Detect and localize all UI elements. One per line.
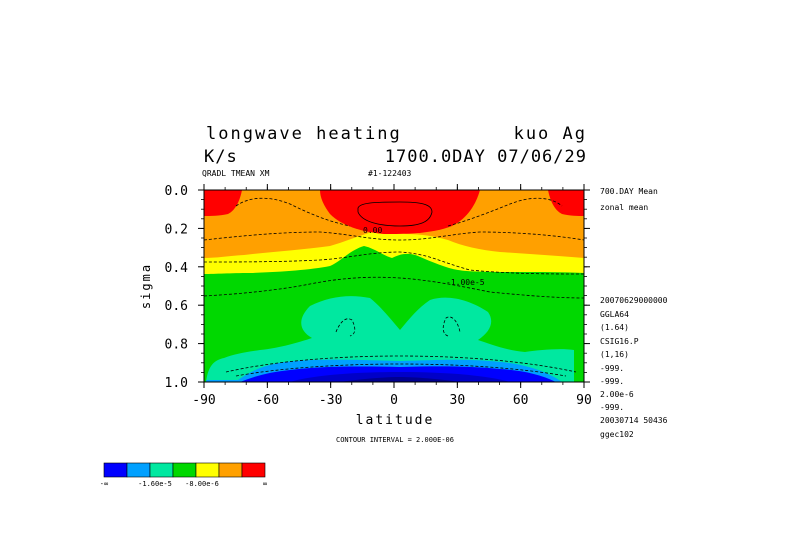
colorbar-swatch	[126, 462, 151, 478]
x-tick-label: -30	[319, 393, 342, 408]
subtitle-left: QRADL TMEAN XM	[202, 169, 270, 178]
right-info-line: GGLA64	[600, 310, 629, 319]
title-line1-left: longwave heating	[206, 124, 402, 144]
contour-lines-solid	[357, 201, 433, 227]
right-info-line: -999.	[600, 403, 624, 412]
title-line2-right: 1700.0DAY 07/06/29	[385, 147, 587, 167]
y-tick-label: 0.0	[165, 184, 188, 199]
right-info-line: 2.00e-6	[600, 390, 634, 399]
title-line1-right: kuo Ag	[514, 124, 587, 144]
y-tick-label: 0.2	[165, 222, 188, 237]
right-info-line: -999.	[600, 364, 624, 373]
right-info-line: ggec102	[600, 430, 634, 439]
right-info-line: 700.DAY Mean	[600, 187, 658, 196]
right-info-line: CSIG16.P	[600, 337, 639, 346]
contour-lines	[204, 197, 584, 377]
subtitle-right: #1-122403	[368, 169, 412, 178]
contour-label-1: -1.00e-5	[446, 278, 485, 287]
colorbar-swatch	[241, 462, 266, 478]
title-line2-left: K/s	[204, 147, 238, 167]
x-tick-label: 0	[390, 393, 398, 408]
x-tick-label: 90	[576, 393, 592, 408]
x-axis-label: latitude	[356, 413, 435, 428]
y-tick-label: 1.0	[165, 376, 188, 391]
y-axis-label: sigma	[139, 263, 153, 309]
x-tick-label: -60	[256, 393, 279, 408]
x-tick-label: 30	[450, 393, 466, 408]
colorbar-label: -∞	[100, 480, 108, 488]
colorbar-label: ∞	[263, 480, 267, 488]
band-navy	[340, 377, 460, 382]
colorbar-label: -8.00e-6	[185, 480, 219, 488]
colorbar-swatch	[218, 462, 243, 478]
right-info-line: (1.64)	[600, 323, 629, 332]
colorbar-swatch	[195, 462, 220, 478]
right-info-line: 20030714 50436	[600, 416, 668, 425]
right-info-line: 20070629000000	[600, 296, 668, 305]
band-red-left	[204, 190, 242, 216]
colorbar-swatch	[172, 462, 197, 478]
contour-label-0: 0.00	[363, 226, 382, 235]
contour-fill: 0.00 -1.00e-5	[204, 190, 584, 382]
right-info-line: -999.	[600, 377, 624, 386]
colorbar: -∞ -1.60e-5 -8.00e-6 ∞	[100, 462, 267, 488]
colorbar-label: -1.60e-5	[138, 480, 172, 488]
right-info-line: zonal mean	[600, 203, 648, 212]
band-red-center	[320, 190, 480, 234]
axes: -90 -60 -30 0 30 60 90 0.0 0.2 0.4 0.6 0.8 1.0	[165, 184, 592, 408]
colorbar-swatch	[103, 462, 128, 478]
x-tick-label: -90	[192, 393, 215, 408]
band-red-right	[548, 190, 584, 216]
y-tick-label: 0.4	[165, 261, 189, 276]
y-tick-label: 0.8	[165, 338, 188, 353]
right-info-line: (1,16)	[600, 350, 629, 359]
contour-interval-note: CONTOUR INTERVAL = 2.000E-06	[336, 436, 454, 444]
colorbar-swatch	[149, 462, 174, 478]
right-info-block: 700.DAY Mean zonal mean 20070629000000 GGLA…	[600, 187, 668, 439]
y-tick-label: 0.6	[165, 299, 188, 314]
x-tick-label: 60	[513, 393, 529, 408]
